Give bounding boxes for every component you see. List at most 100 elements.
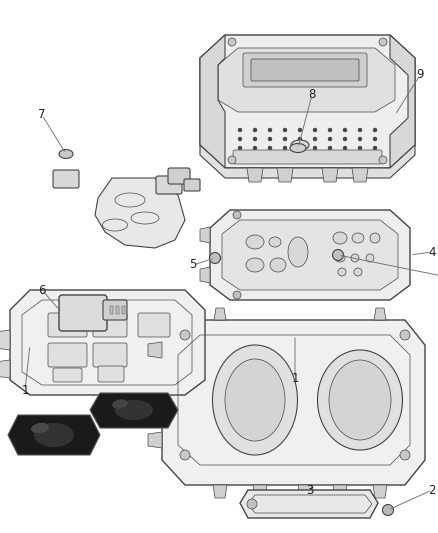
Circle shape <box>253 137 257 141</box>
Text: 4: 4 <box>428 246 436 259</box>
Text: 7: 7 <box>38 109 46 122</box>
Circle shape <box>268 155 272 159</box>
Polygon shape <box>277 168 293 182</box>
Polygon shape <box>200 35 415 168</box>
Circle shape <box>343 155 347 159</box>
FancyBboxPatch shape <box>103 300 127 320</box>
Bar <box>110 306 113 314</box>
Polygon shape <box>322 168 338 182</box>
Text: 8: 8 <box>308 88 316 101</box>
Circle shape <box>209 253 220 263</box>
Polygon shape <box>390 35 415 168</box>
Circle shape <box>228 38 236 46</box>
Polygon shape <box>247 168 263 182</box>
Circle shape <box>238 146 242 150</box>
FancyBboxPatch shape <box>48 343 87 367</box>
Text: 1: 1 <box>291 372 299 384</box>
Circle shape <box>358 128 362 132</box>
Ellipse shape <box>338 268 346 276</box>
Circle shape <box>313 146 317 150</box>
Ellipse shape <box>269 237 281 247</box>
Text: 9: 9 <box>416 69 424 82</box>
FancyBboxPatch shape <box>59 295 107 331</box>
Circle shape <box>268 146 272 150</box>
Circle shape <box>247 499 257 509</box>
FancyBboxPatch shape <box>184 179 200 191</box>
Circle shape <box>328 146 332 150</box>
Circle shape <box>332 249 343 261</box>
FancyBboxPatch shape <box>243 53 367 87</box>
Ellipse shape <box>212 345 297 455</box>
Ellipse shape <box>290 143 306 152</box>
Circle shape <box>233 291 241 299</box>
Ellipse shape <box>335 254 345 262</box>
FancyBboxPatch shape <box>98 366 124 382</box>
Circle shape <box>298 146 302 150</box>
Circle shape <box>228 156 236 164</box>
FancyBboxPatch shape <box>53 368 82 382</box>
Circle shape <box>328 128 332 132</box>
Circle shape <box>298 155 302 159</box>
Polygon shape <box>333 485 347 498</box>
Circle shape <box>253 155 257 159</box>
Circle shape <box>238 128 242 132</box>
Ellipse shape <box>31 423 49 433</box>
Circle shape <box>283 128 287 132</box>
Polygon shape <box>200 267 210 283</box>
Polygon shape <box>162 320 425 485</box>
Polygon shape <box>200 35 225 168</box>
Circle shape <box>268 128 272 132</box>
Circle shape <box>180 450 190 460</box>
Text: 2: 2 <box>428 483 436 497</box>
Polygon shape <box>200 145 415 178</box>
Circle shape <box>238 155 242 159</box>
Polygon shape <box>90 393 178 428</box>
Circle shape <box>373 137 377 141</box>
FancyBboxPatch shape <box>233 150 382 164</box>
Ellipse shape <box>59 149 73 158</box>
Circle shape <box>313 137 317 141</box>
Circle shape <box>180 330 190 340</box>
Circle shape <box>379 38 387 46</box>
FancyBboxPatch shape <box>48 313 87 337</box>
Circle shape <box>233 211 241 219</box>
Polygon shape <box>95 178 185 248</box>
Polygon shape <box>213 485 227 498</box>
Circle shape <box>343 137 347 141</box>
Circle shape <box>268 137 272 141</box>
Circle shape <box>379 156 387 164</box>
Ellipse shape <box>270 258 286 272</box>
Circle shape <box>328 155 332 159</box>
Bar <box>122 306 125 314</box>
Circle shape <box>283 146 287 150</box>
Ellipse shape <box>318 350 403 450</box>
Circle shape <box>373 146 377 150</box>
Polygon shape <box>218 48 395 112</box>
Circle shape <box>328 137 332 141</box>
Circle shape <box>283 155 287 159</box>
Circle shape <box>343 146 347 150</box>
Ellipse shape <box>115 400 153 420</box>
Circle shape <box>343 128 347 132</box>
FancyBboxPatch shape <box>168 168 190 184</box>
FancyBboxPatch shape <box>93 343 127 367</box>
Circle shape <box>373 155 377 159</box>
Polygon shape <box>148 342 162 358</box>
Polygon shape <box>0 360 10 378</box>
Text: 6: 6 <box>38 284 46 296</box>
FancyBboxPatch shape <box>251 59 359 81</box>
Polygon shape <box>352 168 368 182</box>
Ellipse shape <box>370 233 380 243</box>
Ellipse shape <box>225 359 285 441</box>
Circle shape <box>313 155 317 159</box>
FancyBboxPatch shape <box>138 313 170 337</box>
Polygon shape <box>253 485 267 498</box>
Text: 5: 5 <box>189 259 197 271</box>
Ellipse shape <box>291 140 309 150</box>
Polygon shape <box>222 220 398 290</box>
Circle shape <box>283 137 287 141</box>
Ellipse shape <box>112 399 128 409</box>
Ellipse shape <box>366 254 374 262</box>
Polygon shape <box>374 308 386 320</box>
Ellipse shape <box>351 254 359 262</box>
